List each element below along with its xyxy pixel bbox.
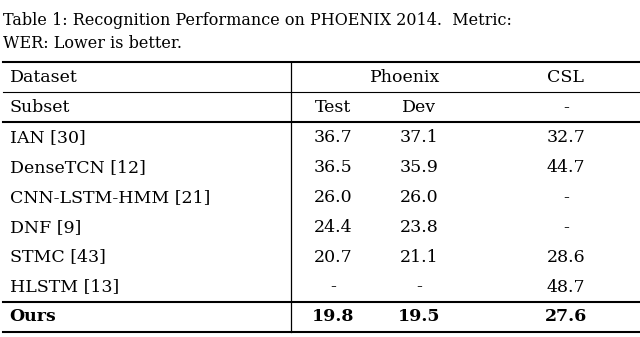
Text: -: -: [563, 219, 569, 236]
Text: 20.7: 20.7: [314, 249, 352, 266]
Text: 24.4: 24.4: [314, 219, 352, 236]
Text: WER: Lower is better.: WER: Lower is better.: [3, 35, 182, 52]
Text: 21.1: 21.1: [400, 249, 438, 266]
Text: Dev: Dev: [402, 99, 436, 116]
Text: CNN-LSTM-HMM [21]: CNN-LSTM-HMM [21]: [10, 189, 210, 206]
Text: 27.6: 27.6: [545, 308, 587, 326]
Text: 44.7: 44.7: [547, 159, 585, 176]
Text: Phoenix: Phoenix: [370, 69, 440, 86]
Text: Dataset: Dataset: [10, 69, 77, 86]
Text: 35.9: 35.9: [400, 159, 438, 176]
Text: DNF [9]: DNF [9]: [10, 219, 81, 236]
Text: 19.8: 19.8: [312, 308, 354, 326]
Text: Test: Test: [315, 99, 351, 116]
Text: HLSTM [13]: HLSTM [13]: [10, 278, 119, 296]
Text: 32.7: 32.7: [547, 129, 585, 146]
Text: -: -: [563, 189, 569, 206]
Text: -: -: [416, 278, 422, 296]
Text: 26.0: 26.0: [314, 189, 352, 206]
Text: 19.5: 19.5: [398, 308, 440, 326]
Text: STMC [43]: STMC [43]: [10, 249, 106, 266]
Text: 28.6: 28.6: [547, 249, 585, 266]
Text: -: -: [330, 278, 336, 296]
Text: 48.7: 48.7: [547, 278, 585, 296]
Text: 26.0: 26.0: [400, 189, 438, 206]
Text: DenseTCN [12]: DenseTCN [12]: [10, 159, 145, 176]
Text: IAN [30]: IAN [30]: [10, 129, 85, 146]
Text: 37.1: 37.1: [400, 129, 438, 146]
Text: -: -: [563, 99, 569, 116]
Text: 36.7: 36.7: [314, 129, 352, 146]
Text: 23.8: 23.8: [400, 219, 438, 236]
Text: Subset: Subset: [10, 99, 70, 116]
Text: CSL: CSL: [547, 69, 584, 86]
Text: 36.5: 36.5: [314, 159, 352, 176]
Text: Table 1: Recognition Performance on PHOENIX 2014.  Metric:: Table 1: Recognition Performance on PHOE…: [3, 12, 512, 29]
Text: Ours: Ours: [10, 308, 56, 326]
